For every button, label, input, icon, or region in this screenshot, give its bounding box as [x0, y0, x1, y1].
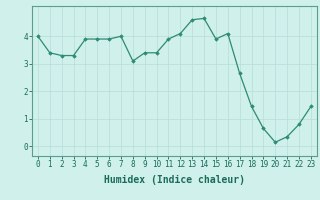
X-axis label: Humidex (Indice chaleur): Humidex (Indice chaleur): [104, 175, 245, 185]
